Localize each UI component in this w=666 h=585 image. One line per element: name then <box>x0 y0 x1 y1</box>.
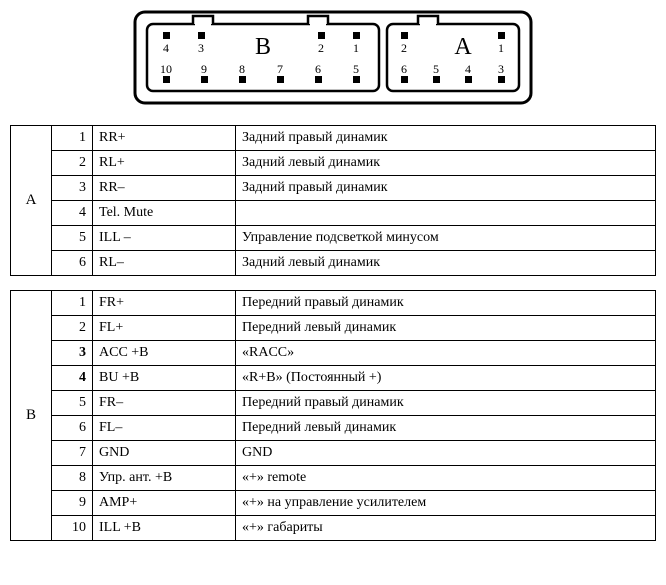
table-row: 9AMP+«+» на управление усилителем <box>11 491 656 516</box>
pin-a-bot-3: 3 <box>498 62 504 76</box>
pin-number-cell: 7 <box>52 441 93 466</box>
signal-cell: ILL – <box>93 226 236 251</box>
signal-cell: RL– <box>93 251 236 276</box>
description-cell <box>236 201 656 226</box>
description-cell: Задний левый динамик <box>236 251 656 276</box>
description-cell: Задний правый динамик <box>236 126 656 151</box>
signal-cell: Tel. Mute <box>93 201 236 226</box>
signal-cell: GND <box>93 441 236 466</box>
pin-b-top-1: 3 <box>198 41 204 55</box>
pin-a-top-0: 2 <box>401 41 407 55</box>
signal-cell: RR– <box>93 176 236 201</box>
connector-diagram: B A 4 3 2 1 10 9 8 7 6 5 2 1 6 <box>10 10 656 105</box>
table-row: 3ACC +B«RACC» <box>11 341 656 366</box>
signal-cell: FR+ <box>93 291 236 316</box>
pin-a-top-1: 1 <box>498 41 504 55</box>
pin-number-cell: 1 <box>52 126 93 151</box>
pin-number-cell: 5 <box>52 391 93 416</box>
table-a: A1RR+Задний правый динамик2RL+Задний лев… <box>10 125 656 276</box>
table-row: 6RL–Задний левый динамик <box>11 251 656 276</box>
signal-cell: ACC +B <box>93 341 236 366</box>
pin-number-cell: 2 <box>52 316 93 341</box>
signal-cell: AMP+ <box>93 491 236 516</box>
pin-number-cell: 1 <box>52 291 93 316</box>
table-row: A1RR+Задний правый динамик <box>11 126 656 151</box>
pin-a-bot-1: 5 <box>433 62 439 76</box>
pin-a-bot-2: 4 <box>465 62 471 76</box>
pin-b-bot-5: 5 <box>353 62 359 76</box>
description-cell: Задний левый динамик <box>236 151 656 176</box>
pin-b-bot-3: 7 <box>277 62 283 76</box>
pin-b-bot-4: 6 <box>315 62 321 76</box>
pin-number-cell: 5 <box>52 226 93 251</box>
pin-b-bot-0: 10 <box>160 62 172 76</box>
block-label-cell: A <box>11 126 52 276</box>
pin-number-cell: 8 <box>52 466 93 491</box>
pin-b-top-0: 4 <box>163 41 169 55</box>
pin-number-cell: 3 <box>52 341 93 366</box>
table-row: 6FL–Передний левый динамик <box>11 416 656 441</box>
description-cell: «RACC» <box>236 341 656 366</box>
signal-cell: RL+ <box>93 151 236 176</box>
block-b-label: B <box>255 34 271 60</box>
signal-cell: FL+ <box>93 316 236 341</box>
pin-number-cell: 6 <box>52 416 93 441</box>
signal-cell: RR+ <box>93 126 236 151</box>
table-row: 4BU +B«R+B» (Постоянный +) <box>11 366 656 391</box>
pin-number-cell: 3 <box>52 176 93 201</box>
pin-number-cell: 9 <box>52 491 93 516</box>
pin-b-top-2: 2 <box>318 41 324 55</box>
pin-b-bot-2: 8 <box>239 62 245 76</box>
signal-cell: BU +B <box>93 366 236 391</box>
connector-svg: B A 4 3 2 1 10 9 8 7 6 5 2 1 6 <box>133 10 533 105</box>
table-row: 10ILL +B«+» габариты <box>11 516 656 541</box>
description-cell: «+» remote <box>236 466 656 491</box>
table-row: 4Tel. Mute <box>11 201 656 226</box>
table-row: 7GNDGND <box>11 441 656 466</box>
signal-cell: FR– <box>93 391 236 416</box>
description-cell: «+» на управление усилителем <box>236 491 656 516</box>
signal-cell: FL– <box>93 416 236 441</box>
pin-b-top-3: 1 <box>353 41 359 55</box>
pin-number-cell: 10 <box>52 516 93 541</box>
block-a-label: A <box>454 34 472 60</box>
pin-number-cell: 2 <box>52 151 93 176</box>
description-cell: Управление подсветкой минусом <box>236 226 656 251</box>
description-cell: «R+B» (Постоянный +) <box>236 366 656 391</box>
table-row: 2RL+Задний левый динамик <box>11 151 656 176</box>
description-cell: «+» габариты <box>236 516 656 541</box>
description-cell: Передний правый динамик <box>236 391 656 416</box>
table-row: 8Упр. ант. +B«+» remote <box>11 466 656 491</box>
table-row: 5ILL –Управление подсветкой минусом <box>11 226 656 251</box>
table-row: 2FL+Передний левый динамик <box>11 316 656 341</box>
description-cell: Задний правый динамик <box>236 176 656 201</box>
block-label-cell: B <box>11 291 52 541</box>
pin-number-cell: 6 <box>52 251 93 276</box>
signal-cell: Упр. ант. +B <box>93 466 236 491</box>
table-row: B1FR+Передний правый динамик <box>11 291 656 316</box>
description-cell: Передний левый динамик <box>236 416 656 441</box>
signal-cell: ILL +B <box>93 516 236 541</box>
pin-number-cell: 4 <box>52 201 93 226</box>
description-cell: Передний левый динамик <box>236 316 656 341</box>
description-cell: Передний правый динамик <box>236 291 656 316</box>
table-row: 3RR–Задний правый динамик <box>11 176 656 201</box>
description-cell: GND <box>236 441 656 466</box>
pin-number-cell: 4 <box>52 366 93 391</box>
table-row: 5FR–Передний правый динамик <box>11 391 656 416</box>
pin-a-bot-0: 6 <box>401 62 407 76</box>
pin-b-bot-1: 9 <box>201 62 207 76</box>
table-b: B1FR+Передний правый динамик2FL+Передний… <box>10 290 656 541</box>
